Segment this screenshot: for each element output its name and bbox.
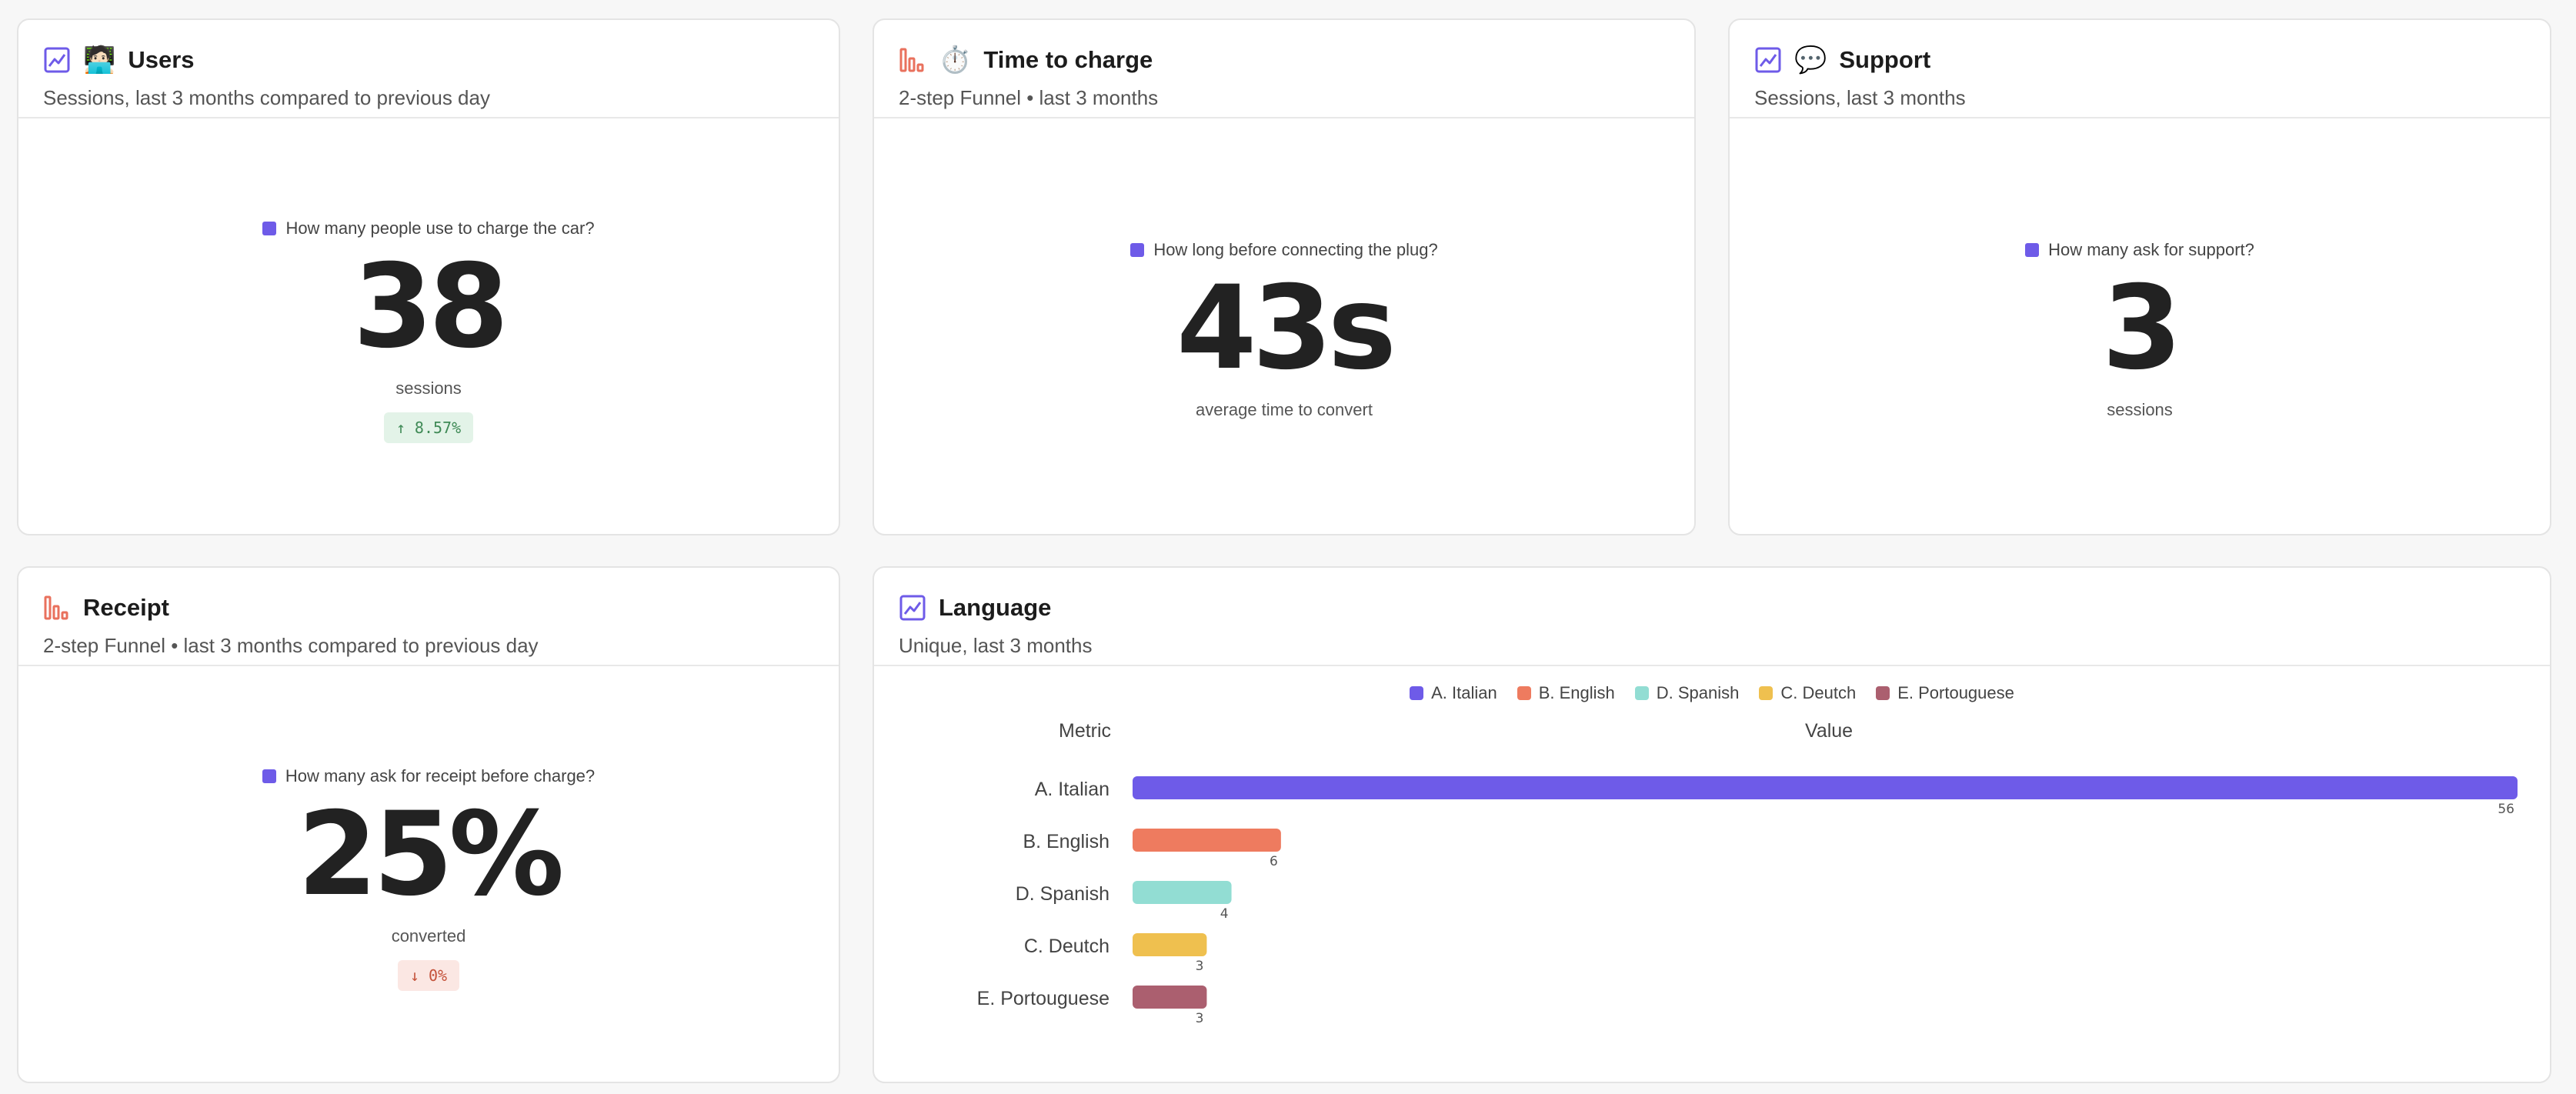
metric-question: How many people use to charge the car? bbox=[262, 218, 595, 238]
card-header: ⏱️ Time to charge 2-step Funnel • last 3… bbox=[874, 20, 1694, 118]
category-label: E. Portouguese bbox=[977, 988, 1109, 1009]
metric-unit: sessions bbox=[395, 379, 462, 398]
metric-unit: converted bbox=[391, 926, 466, 946]
legend-swatch bbox=[1876, 686, 1890, 700]
metric-value: 38 bbox=[352, 240, 509, 374]
card-header: 💬 Support Sessions, last 3 months bbox=[1730, 20, 2550, 118]
bar[interactable] bbox=[1133, 829, 1281, 852]
legend-item[interactable]: A. Italian bbox=[1410, 683, 1497, 703]
card-title[interactable]: Language bbox=[939, 594, 1052, 621]
legend-item[interactable]: C. Deutch bbox=[1759, 683, 1856, 703]
bar[interactable] bbox=[1133, 986, 1207, 1009]
users-card[interactable]: 🧑🏻‍💻 Users Sessions, last 3 months compa… bbox=[17, 18, 840, 535]
support-card[interactable]: 💬 Support Sessions, last 3 months How ma… bbox=[1728, 18, 2551, 535]
metric-value: 43s bbox=[1176, 262, 1396, 395]
card-header: Receipt 2-step Funnel • last 3 months co… bbox=[18, 568, 839, 666]
card-subtitle: Sessions, last 3 months bbox=[1754, 86, 1966, 109]
stopwatch-emoji-icon: ⏱️ bbox=[939, 45, 972, 75]
legend-item[interactable]: E. Portouguese bbox=[1876, 683, 2014, 703]
legend-label: B. English bbox=[1538, 683, 1615, 702]
bar-value-label: 6 bbox=[1270, 854, 1278, 869]
language-card[interactable]: Language Unique, last 3 months A. Italia… bbox=[873, 566, 2551, 1083]
insights-chart-icon bbox=[1754, 46, 1782, 74]
funnel-chart-icon bbox=[899, 46, 926, 74]
category-label: A. Italian bbox=[1035, 779, 1109, 800]
card-title[interactable]: Time to charge bbox=[983, 46, 1153, 73]
metric-block: How many ask for receipt before charge? … bbox=[18, 766, 839, 991]
bar[interactable] bbox=[1133, 881, 1232, 904]
bar-value-label: 3 bbox=[1196, 1011, 1204, 1026]
legend-swatch bbox=[1517, 686, 1531, 700]
card-title[interactable]: Receipt bbox=[83, 594, 169, 621]
insights-chart-icon bbox=[43, 46, 71, 74]
bar-value-label: 4 bbox=[1220, 906, 1229, 922]
legend-swatch bbox=[1759, 686, 1774, 700]
legend-label: D. Spanish bbox=[1656, 683, 1740, 702]
bar[interactable] bbox=[1133, 933, 1207, 956]
card-header: Language Unique, last 3 months bbox=[874, 568, 2550, 666]
card-subtitle: 2-step Funnel • last 3 months compared t… bbox=[43, 634, 539, 657]
metric-column-header: Metric bbox=[1059, 720, 1112, 742]
card-header: 🧑🏻‍💻 Users Sessions, last 3 months compa… bbox=[18, 20, 839, 118]
legend-swatch bbox=[2025, 243, 2040, 257]
card-title[interactable]: Support bbox=[1839, 46, 1931, 73]
delta-badge: ↑ 8.57% bbox=[383, 412, 474, 443]
bar-value-label: 3 bbox=[1196, 959, 1204, 974]
metric-block: How many people use to charge the car? 3… bbox=[18, 218, 839, 443]
bar-chart: A. Italian 56 B. English 6 D. Spanish 4 C. Deu… bbox=[977, 776, 2518, 1026]
metric-value: 3 bbox=[2101, 262, 2182, 395]
legend-label: E. Portouguese bbox=[1897, 683, 2014, 702]
legend-item[interactable]: B. English bbox=[1517, 683, 1615, 703]
card-subtitle: 2-step Funnel • last 3 months bbox=[899, 86, 1159, 109]
legend-label: C. Deutch bbox=[1780, 683, 1857, 702]
card-subtitle: Unique, last 3 months bbox=[899, 634, 1093, 657]
receipt-card[interactable]: Receipt 2-step Funnel • last 3 months co… bbox=[17, 566, 840, 1083]
metric-value: 25% bbox=[297, 788, 564, 922]
legend-swatch bbox=[262, 222, 277, 235]
metric-block: How long before connecting the plug? 43s… bbox=[874, 240, 1694, 420]
question-label: How long before connecting the plug? bbox=[1153, 240, 1438, 259]
category-label: C. Deutch bbox=[1024, 936, 1109, 957]
value-column-header: Value bbox=[1805, 720, 1854, 742]
chart-legend: A. Italian B. English D. Spanish C. Deutch E… bbox=[874, 683, 2550, 703]
technologist-emoji-icon: 🧑🏻‍💻 bbox=[83, 45, 116, 75]
legend-swatch bbox=[1410, 686, 1424, 700]
metric-question: How many ask for support? bbox=[2025, 240, 2254, 260]
bar[interactable] bbox=[1133, 776, 2518, 799]
speech-bubble-emoji-icon: 💬 bbox=[1794, 45, 1827, 75]
metric-unit: sessions bbox=[2107, 400, 2173, 419]
legend-swatch bbox=[1634, 686, 1649, 700]
metric-block: How many ask for support? 3 sessions bbox=[1730, 240, 2550, 420]
category-label: B. English bbox=[1023, 831, 1109, 852]
insights-chart-icon bbox=[899, 594, 926, 622]
question-label: How many people use to charge the car? bbox=[285, 218, 595, 238]
category-label: D. Spanish bbox=[1016, 883, 1109, 905]
legend-swatch bbox=[262, 769, 276, 783]
card-subtitle: Sessions, last 3 months compared to prev… bbox=[43, 86, 490, 109]
card-title[interactable]: Users bbox=[128, 46, 195, 73]
funnel-chart-icon bbox=[43, 594, 71, 622]
legend-swatch bbox=[1130, 243, 1145, 257]
delta-badge: ↓ 0% bbox=[397, 960, 460, 991]
question-label: How many ask for support? bbox=[2048, 240, 2254, 259]
metric-question: How many ask for receipt before charge? bbox=[262, 766, 595, 786]
legend-item[interactable]: D. Spanish bbox=[1634, 683, 1740, 703]
question-label: How many ask for receipt before charge? bbox=[285, 766, 596, 785]
metric-unit: average time to convert bbox=[1196, 400, 1373, 419]
time-to-charge-card[interactable]: ⏱️ Time to charge 2-step Funnel • last 3… bbox=[873, 18, 1696, 535]
metric-question: How long before connecting the plug? bbox=[1130, 240, 1438, 260]
bar-value-label: 56 bbox=[2498, 802, 2514, 817]
legend-label: A. Italian bbox=[1431, 683, 1497, 702]
